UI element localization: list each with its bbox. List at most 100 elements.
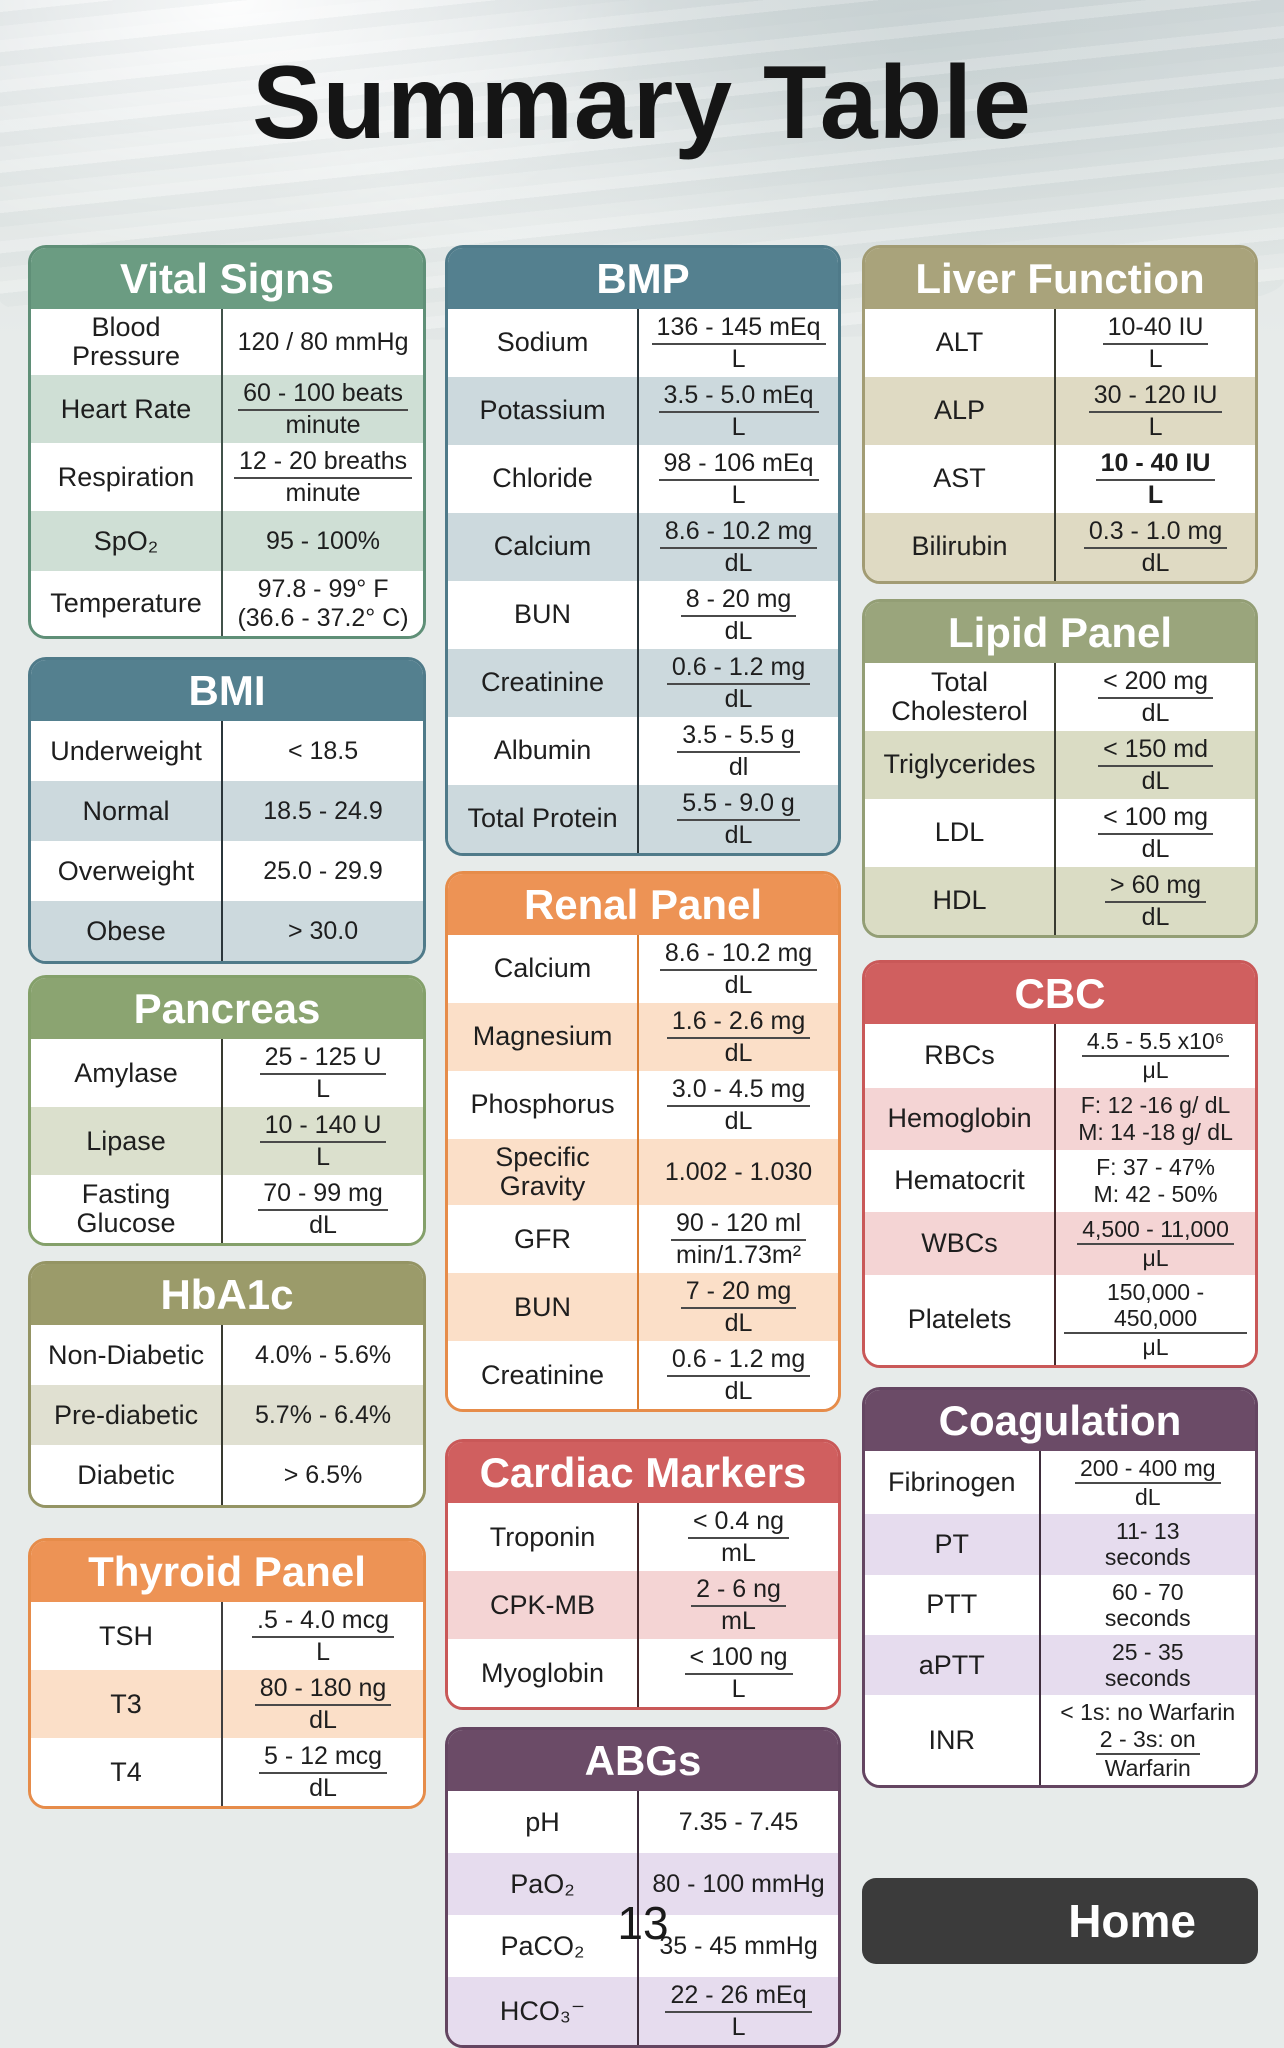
row-label: PT: [865, 1514, 1041, 1575]
row-value: 7.35 - 7.45: [678, 1808, 799, 1837]
fraction-numerator: < 0.4 ng: [688, 1507, 790, 1539]
row-value: 80 - 100 mmHg: [652, 1870, 825, 1899]
left-column: Vital Signs Blood Pressure 120 / 80 mmHg He…: [28, 245, 426, 1810]
value-line: F: 12 -16 g/ dL: [1080, 1092, 1231, 1119]
row-value: 5.5 - 9.0 g dL: [639, 785, 838, 853]
table-row: Creatinine 0.6 - 1.2 mg dL: [448, 649, 838, 718]
row-value: 60 - 100 beats minute: [223, 375, 423, 443]
table-row: Heart Rate 60 - 100 beats minute: [31, 375, 423, 444]
row-label: PaO₂: [448, 1853, 640, 1916]
fraction-denominator: dL: [1141, 698, 1170, 727]
row-value: 18.5 - 24.9: [263, 797, 383, 826]
card-abgs: ABGs pH 7.35 - 7.45 PaO₂ 80 - 100 mmHg PaCO₂ 3…: [445, 1727, 841, 2048]
fraction-denominator: dL: [724, 616, 753, 645]
row-value: 3.5 - 5.0 mEq L: [639, 377, 838, 445]
fraction-numerator: 7 - 20 mg: [680, 1277, 797, 1309]
fraction-denominator: dL: [724, 820, 753, 849]
row-label: pH: [448, 1791, 640, 1854]
fraction-denominator: dL: [1134, 1483, 1161, 1510]
card-title: Lipid Panel: [865, 602, 1255, 664]
table-row: Total Protein 5.5 - 9.0 g dL: [448, 785, 838, 854]
row-label: BUN: [448, 1273, 640, 1342]
fraction-numerator: 30 - 120 IU: [1088, 381, 1223, 413]
fraction-numerator: 8 - 20 mg: [680, 585, 797, 617]
row-label: Platelets: [865, 1274, 1057, 1365]
home-button[interactable]: Home: [862, 1878, 1258, 1964]
table-row: SpO₂ 95 - 100%: [31, 511, 423, 572]
table-row: Hematocrit F: 37 - 47% M: 42 - 50%: [865, 1149, 1255, 1212]
value-line: seconds: [1104, 1665, 1191, 1692]
card-vital: Vital Signs Blood Pressure 120 / 80 mmHg He…: [28, 245, 426, 640]
card-title: ABGs: [448, 1730, 838, 1792]
fraction-numerator: 150,000 - 450,000: [1064, 1279, 1247, 1335]
table-row: Underweight < 18.5: [31, 721, 423, 782]
fraction-denominator: dL: [1141, 548, 1170, 577]
fraction-denominator: dL: [724, 548, 753, 577]
table-row: Diabetic > 6.5%: [31, 1445, 423, 1506]
table-row: PT 11- 13 seconds: [865, 1514, 1256, 1575]
card-pancreas: Pancreas Amylase 25 - 125 U L Lipase 10 - 140…: [28, 975, 426, 1247]
fraction-numerator: 22 - 26 mEq: [665, 1981, 812, 2013]
row-label: Blood Pressure: [31, 309, 224, 376]
fraction-numerator: 0.6 - 1.2 mg: [666, 653, 811, 685]
row-value: 0.3 - 1.0 mg dL: [1056, 513, 1255, 581]
table-row: aPTT 25 - 35 seconds: [865, 1634, 1256, 1696]
row-label: LDL: [865, 799, 1057, 868]
fraction-numerator: 0.3 - 1.0 mg: [1083, 517, 1228, 549]
fraction-numerator: 200 - 400 mg: [1074, 1455, 1221, 1484]
table-row: Albumin 3.5 - 5.5 g dl: [448, 717, 838, 786]
value-line: 2 - 3s: on: [1095, 1726, 1200, 1755]
fraction-denominator: L: [1148, 344, 1163, 373]
table-row: Respiration 12 - 20 breaths minute: [31, 443, 423, 512]
row-label: INR: [865, 1695, 1041, 1786]
row-label: ALT: [865, 309, 1057, 378]
fraction-denominator: dl: [728, 752, 749, 781]
row-value: 10-40 IU L: [1056, 309, 1255, 377]
fraction-numerator: 60 - 100 beats: [238, 379, 408, 411]
row-value: 8.6 - 10.2 mg dL: [639, 935, 838, 1003]
table-row: Bilirubin 0.3 - 1.0 mg dL: [865, 513, 1255, 582]
row-value: 136 - 145 mEq L: [639, 309, 838, 377]
table-row: T4 5 - 12 mcg dL: [31, 1738, 423, 1807]
fraction-denominator: L: [316, 1074, 330, 1103]
row-value: 200 - 400 mg dL: [1041, 1451, 1256, 1514]
row-value: 3.0 - 4.5 mg dL: [639, 1071, 838, 1139]
row-value: 4,500 - 11,000 μL: [1056, 1212, 1255, 1275]
row-value: 11- 13 seconds: [1041, 1514, 1256, 1574]
row-label: Overweight: [31, 841, 224, 902]
row-value: 10 - 40 IU L: [1056, 445, 1255, 513]
fraction-numerator: 8.6 - 10.2 mg: [659, 517, 818, 549]
row-label: Calcium: [448, 935, 640, 1004]
row-value: 7 - 20 mg dL: [639, 1273, 838, 1341]
value-line: < 1s: no Warfarin: [1060, 1699, 1236, 1726]
row-value: 4.0% - 5.6%: [254, 1341, 392, 1370]
fraction-denominator: dL: [1141, 902, 1170, 931]
row-value: 98 - 106 mEq L: [639, 445, 838, 513]
card-title: BMI: [31, 660, 423, 722]
table-row: Overweight 25.0 - 29.9: [31, 841, 423, 902]
value-line: 97.8 - 99° F: [257, 575, 389, 604]
fraction-numerator: 8.6 - 10.2 mg: [659, 939, 818, 971]
value-line: seconds: [1104, 1544, 1191, 1571]
row-label: Pre-diabetic: [31, 1385, 224, 1446]
row-label: Calcium: [448, 513, 640, 582]
fraction-numerator: 90 - 120 ml: [671, 1209, 807, 1241]
card-title: Thyroid Panel: [31, 1541, 423, 1603]
row-value: 35 - 45 mmHg: [659, 1932, 818, 1961]
row-label: CPK-MB: [448, 1571, 640, 1640]
row-value: 25 - 35 seconds: [1041, 1635, 1256, 1695]
row-label: Phosphorus: [448, 1071, 640, 1140]
table-row: Specific Gravity 1.002 - 1.030: [448, 1139, 838, 1206]
fraction-denominator: μL: [1142, 1057, 1169, 1084]
row-label: Amylase: [31, 1039, 224, 1108]
row-value: 2 - 6 ng mL: [639, 1571, 838, 1639]
table-row: Calcium 8.6 - 10.2 mg dL: [448, 935, 838, 1004]
table-row: HCO₃⁻ 22 - 26 mEq L: [448, 1977, 838, 2046]
fraction-denominator: mL: [721, 1538, 756, 1567]
row-value: 22 - 26 mEq L: [639, 1977, 838, 2045]
row-label: HDL: [865, 867, 1057, 936]
table-row: BUN 8 - 20 mg dL: [448, 581, 838, 650]
table-row: Sodium 136 - 145 mEq L: [448, 309, 838, 378]
row-label: WBCs: [865, 1211, 1057, 1275]
